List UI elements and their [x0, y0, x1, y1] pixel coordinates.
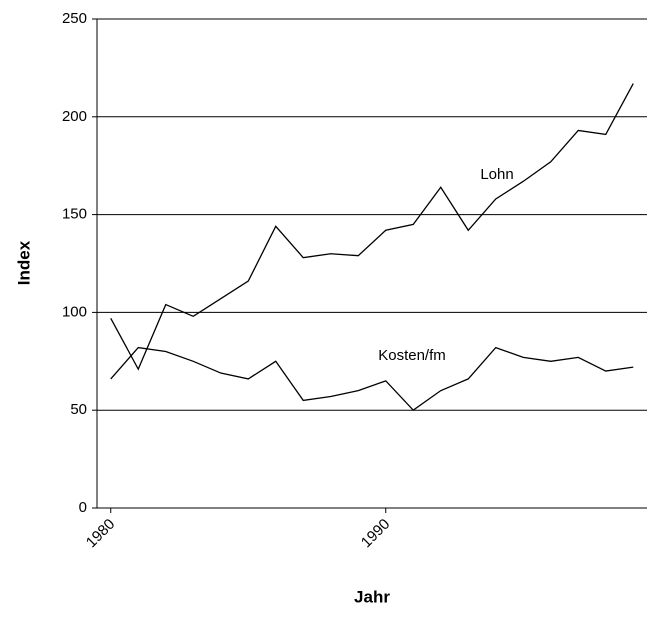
y-tick-label: 200 — [62, 108, 87, 125]
y-tick-label: 250 — [62, 10, 87, 27]
x-tick-label: 1980 — [83, 516, 119, 552]
y-tick-label: 150 — [62, 206, 87, 223]
series-label: Lohn — [480, 166, 513, 183]
line-series — [110, 83, 634, 371]
x-tick-label: 1990 — [358, 516, 394, 552]
y-tick-label: 50 — [70, 401, 87, 418]
y-axis-label: Index — [14, 240, 33, 285]
y-tick-label: 100 — [62, 303, 87, 320]
line-series — [110, 346, 634, 412]
y-tick-label: 0 — [79, 499, 87, 516]
x-axis-label: Jahr — [354, 587, 390, 606]
series-label: Kosten/fm — [378, 347, 446, 364]
